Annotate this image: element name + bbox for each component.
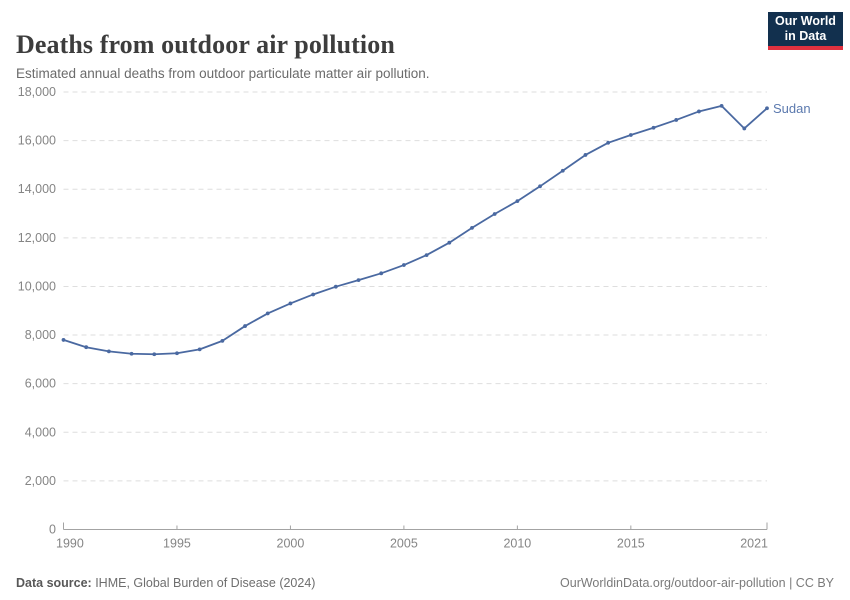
page-subtitle: Estimated annual deaths from outdoor par…: [16, 65, 430, 81]
data-point-1992[interactable]: [106, 349, 111, 354]
x-tick-label-2021: 2021: [740, 537, 768, 551]
data-point-2016[interactable]: [651, 125, 656, 130]
y-tick-label-14000: 14,000: [18, 182, 56, 196]
data-point-2002[interactable]: [333, 284, 338, 289]
data-point-2013[interactable]: [583, 153, 588, 157]
data-point-2007[interactable]: [447, 240, 452, 245]
data-point-1990[interactable]: [61, 338, 66, 342]
citation-note: OurWorldinData.org/outdoor-air-pollution…: [560, 576, 834, 590]
data-point-2015[interactable]: [628, 133, 633, 137]
data-source-text: IHME, Global Burden of Disease (2024): [91, 576, 316, 590]
citation-separator: |: [785, 576, 796, 590]
y-tick-label-2000: 2,000: [25, 474, 56, 488]
data-point-1997[interactable]: [220, 338, 225, 343]
data-point-1995[interactable]: [175, 351, 179, 356]
y-tick-label-12000: 12,000: [18, 231, 56, 245]
data-point-1993[interactable]: [129, 351, 134, 356]
page-title: Deaths from outdoor air pollution: [16, 30, 395, 60]
data-point-2009[interactable]: [492, 212, 497, 216]
y-tick-label-18000: 18,000: [18, 85, 56, 99]
data-point-2014[interactable]: [606, 140, 611, 145]
citation-link[interactable]: OurWorldinData.org/outdoor-air-pollution: [560, 576, 786, 590]
data-point-2005[interactable]: [402, 263, 406, 267]
x-tick-label-2005: 2005: [390, 537, 418, 551]
license-label: CC BY: [795, 576, 834, 590]
footer: Data source: IHME, Global Burden of Dise…: [0, 566, 850, 600]
data-point-1991[interactable]: [84, 345, 89, 350]
data-point-2020[interactable]: [742, 126, 747, 131]
data-point-2017[interactable]: [674, 118, 679, 122]
x-tick-label-1990: 1990: [56, 537, 84, 551]
data-point-2010[interactable]: [515, 199, 520, 204]
y-tick-label-10000: 10,000: [18, 279, 56, 293]
x-tick-label-2010: 2010: [503, 537, 531, 551]
data-point-2019[interactable]: [719, 103, 724, 108]
data-point-2004[interactable]: [379, 271, 384, 276]
data-point-2021[interactable]: [765, 106, 769, 111]
data-point-2003[interactable]: [356, 278, 361, 283]
y-tick-label-8000: 8,000: [25, 328, 56, 342]
y-tick-label-6000: 6,000: [25, 377, 56, 391]
data-source-label: Data source:: [16, 576, 92, 590]
owid-logo[interactable]: Our World in Data: [768, 12, 843, 50]
data-point-1998[interactable]: [243, 324, 247, 328]
data-point-2011[interactable]: [538, 184, 542, 189]
x-tick-label-1995: 1995: [163, 537, 191, 551]
y-tick-label-4000: 4,000: [25, 425, 56, 439]
data-point-2000[interactable]: [288, 301, 293, 306]
data-point-1994[interactable]: [152, 352, 157, 357]
data-source-note: Data source: IHME, Global Burden of Dise…: [16, 576, 315, 590]
x-tick-label-2015: 2015: [617, 537, 645, 551]
data-point-2001[interactable]: [311, 292, 316, 297]
y-tick-label-0: 0: [49, 523, 56, 537]
owid-logo-line2: in Data: [784, 29, 827, 43]
entity-label-sudan[interactable]: Sudan: [773, 101, 811, 116]
data-point-2018[interactable]: [697, 109, 701, 114]
data-point-2012[interactable]: [560, 168, 565, 173]
series-line-sudan[interactable]: [62, 104, 768, 356]
y-tick-label-16000: 16,000: [18, 134, 56, 148]
data-point-2006[interactable]: [424, 253, 429, 257]
owid-logo-line1: Our World: [775, 14, 836, 28]
data-point-1999[interactable]: [265, 311, 270, 316]
x-tick-label-2000: 2000: [277, 537, 305, 551]
data-point-1996[interactable]: [197, 347, 202, 352]
data-point-2008[interactable]: [470, 225, 474, 230]
